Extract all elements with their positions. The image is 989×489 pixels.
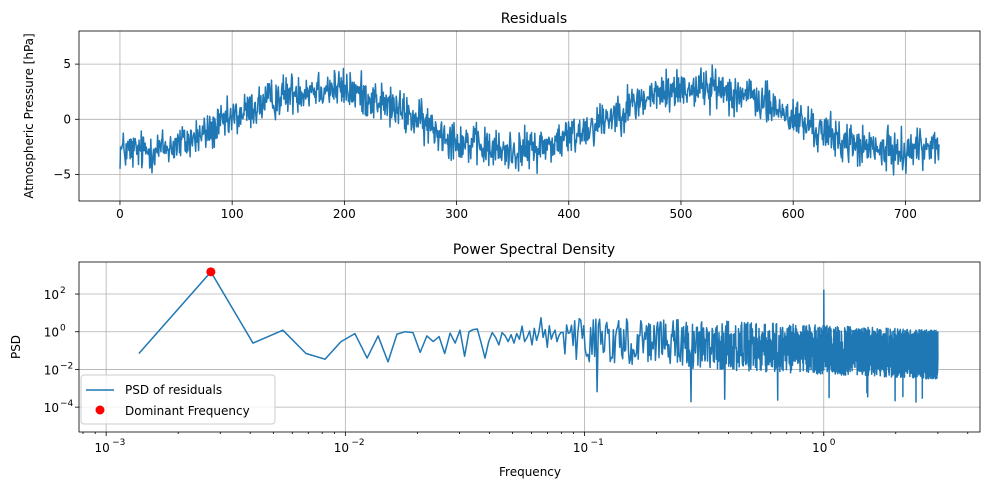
residuals-x-ticks: 0 100 200 300 400 500 600 700: [116, 201, 917, 221]
psd-y-tick-label: 10: [44, 401, 59, 415]
residuals-y-tick-label: −5: [53, 168, 71, 182]
residuals-y-tick-label: 0: [63, 112, 71, 126]
legend-box: [80, 374, 276, 425]
psd-series-line: [138, 271, 939, 403]
legend-marker-swatch: [95, 405, 105, 415]
residuals-x-tick-label: 200: [333, 207, 356, 221]
psd-y-tick-label: 10: [44, 326, 59, 340]
psd-y-tick-exponent: −2: [60, 361, 73, 371]
residuals-title: Residuals: [501, 11, 567, 27]
residuals-plot: Residuals 0 100 200 300 400 500 600 700 −5 0 5 At…: [22, 11, 981, 221]
residuals-grid: [79, 31, 980, 201]
dominant-frequency-marker: [206, 267, 216, 277]
psd-line: [138, 271, 939, 403]
psd-title: Power Spectral Density: [453, 242, 615, 258]
residuals-x-tick-label: 100: [221, 207, 244, 221]
psd-y-tick-exponent: 2: [60, 286, 66, 296]
residuals-x-tick-label: 300: [445, 207, 468, 221]
residuals-x-tick-label: 700: [894, 207, 917, 221]
residuals-series-line: [119, 64, 940, 176]
dominant-frequency-point: [206, 267, 216, 277]
psd-x-tick-label: 10: [812, 441, 827, 455]
residuals-ylabel: Atmospheric Pressure [hPa]: [22, 33, 36, 198]
residuals-y-tick-label: 5: [63, 57, 71, 71]
residuals-x-tick-label: 500: [670, 207, 693, 221]
psd-xlabel: Frequency: [499, 465, 561, 479]
legend-label-dominant: Dominant Frequency: [125, 404, 250, 418]
psd-x-tick-label: 10: [95, 441, 110, 455]
psd-x-tick-exponent: −2: [351, 438, 364, 448]
residuals-y-ticks: −5 0 5: [53, 57, 79, 182]
psd-legend: PSD of residuals Dominant Frequency: [80, 374, 276, 425]
psd-y-tick-label: 10: [44, 363, 59, 377]
psd-frame: [78, 261, 981, 433]
psd-y-tick-exponent: −4: [60, 399, 74, 409]
residuals-x-tick-label: 400: [557, 207, 580, 221]
psd-x-tick-exponent: 0: [830, 438, 836, 448]
psd-ylabel: PSD: [9, 335, 23, 359]
residuals-x-tick-label: 0: [116, 207, 124, 221]
psd-x-tick-label: 10: [334, 441, 349, 455]
psd-x-tick-exponent: −1: [591, 438, 604, 448]
residuals-line: [119, 64, 940, 176]
psd-x-tick-label: 10: [573, 441, 588, 455]
residuals-frame: [78, 30, 981, 202]
legend-label-psd: PSD of residuals: [125, 383, 222, 397]
psd-plot: Power Spectral Density 10 −3 10 −2 10 −1 10 0 1…: [9, 242, 981, 479]
psd-x-ticks: 10 −3 10 −2 10 −1 10 0: [82, 432, 969, 455]
psd-y-tick-exponent: 0: [60, 324, 66, 334]
psd-y-tick-label: 10: [44, 288, 59, 302]
psd-x-tick-exponent: −3: [112, 438, 125, 448]
residuals-x-tick-label: 600: [782, 207, 805, 221]
